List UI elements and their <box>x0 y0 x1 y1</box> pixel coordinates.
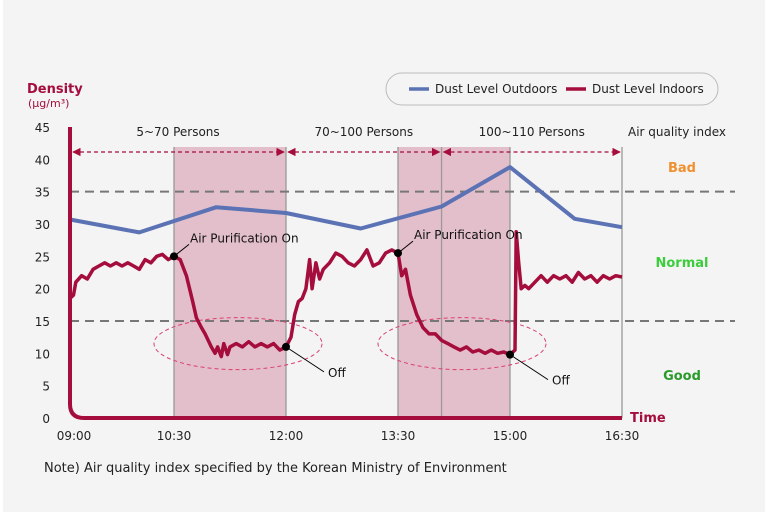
aqi-level-good: Good <box>663 369 701 384</box>
series-line-indoors <box>68 230 623 359</box>
y-tick-label: 25 <box>35 250 50 264</box>
x-tick-label: 16:30 <box>605 429 640 443</box>
annotation-leader <box>285 346 325 373</box>
y-axis-title: Density <box>27 82 83 97</box>
purifier-on-region <box>174 147 286 418</box>
footnote: Note) Air quality index specified by the… <box>44 461 507 476</box>
legend-label: Dust Level Outdoors <box>435 82 557 96</box>
axes-line <box>68 127 622 420</box>
low-level-ellipse <box>153 317 323 371</box>
annotation-leader <box>397 240 414 254</box>
aqi-title: Air quality index <box>628 125 726 139</box>
y-tick-label: 30 <box>35 218 50 232</box>
x-tick-label: 09:00 <box>57 429 92 443</box>
y-tick-label: 20 <box>35 283 50 297</box>
y-axis-unit: (µg/m³) <box>28 97 69 110</box>
y-tick-label: 0 <box>42 412 50 426</box>
x-tick-label: 12:00 <box>269 429 304 443</box>
aqi-level-normal: Normal <box>656 256 709 271</box>
series-line-outdoors <box>69 165 623 235</box>
y-tick-label: 15 <box>35 315 50 329</box>
annotation-off: Off <box>552 374 570 388</box>
x-tick-label: 10:30 <box>157 429 192 443</box>
x-tick-label: 13:30 <box>381 429 416 443</box>
aqi-level-bad: Bad <box>668 161 696 176</box>
x-axis-title: Time <box>630 411 666 426</box>
occupancy-label: 70~100 Persons <box>314 125 413 139</box>
y-tick-label: 40 <box>35 153 50 167</box>
y-tick-label: 45 <box>35 121 50 135</box>
legend-box <box>385 72 719 106</box>
y-tick-label: 5 <box>42 380 50 394</box>
annotation-leader <box>173 243 190 257</box>
occupancy-label: 5~70 Persons <box>136 125 219 139</box>
x-tick-label: 15:00 <box>493 429 528 443</box>
y-tick-label: 10 <box>35 347 50 361</box>
low-level-ellipse <box>377 317 547 371</box>
y-tick-label: 35 <box>35 186 50 200</box>
purifier-on-region <box>398 147 510 418</box>
annotation-off: Off <box>328 366 346 380</box>
occupancy-label: 100~110 Persons <box>479 125 585 139</box>
annotation-leader <box>509 354 549 381</box>
annotation-purification-on: Air Purification On <box>414 228 523 242</box>
legend-label: Dust Level Indoors <box>592 82 704 96</box>
annotation-purification-on: Air Purification On <box>190 231 299 245</box>
